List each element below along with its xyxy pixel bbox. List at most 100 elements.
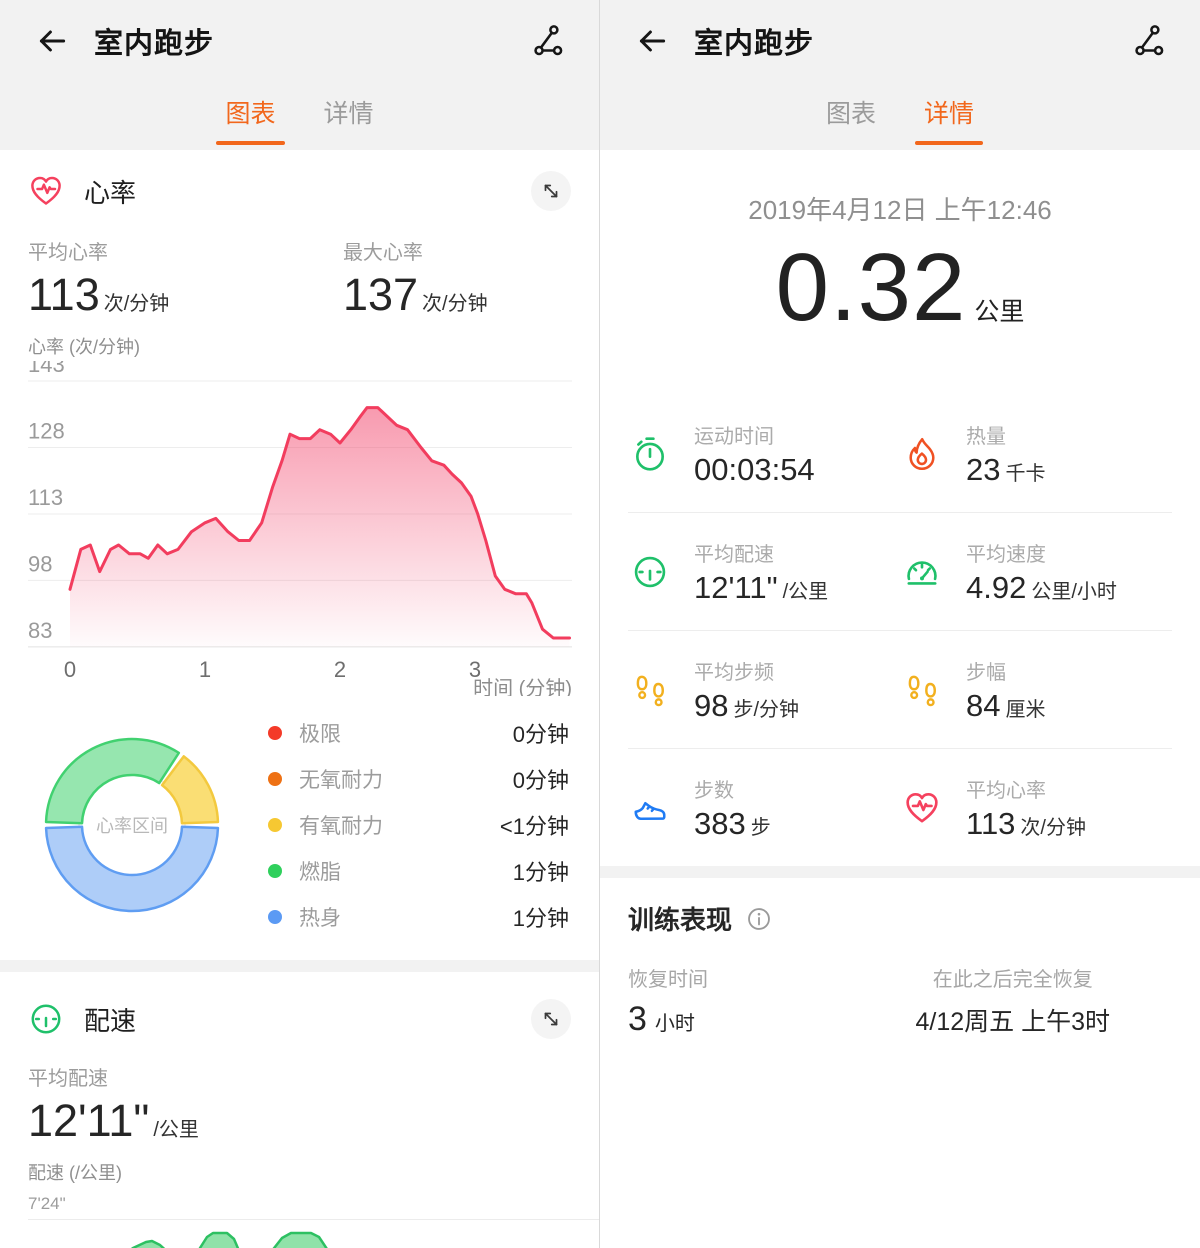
app-header: 室内跑步 图表 详情 (0, 0, 599, 150)
distance-unit: 公里 (974, 298, 1025, 326)
max-heart-rate-label: 最大心率 (342, 242, 423, 264)
expand-icon (544, 184, 558, 198)
tab-bar: 图表 详情 (34, 94, 565, 145)
stat-stride: 步幅 84 厘米 (900, 656, 1172, 724)
share-icon (534, 25, 563, 56)
avg-pace-label: 平均配速 (28, 1068, 108, 1090)
back-button[interactable] (34, 23, 70, 59)
tab-chart[interactable]: 图表 (825, 100, 876, 128)
warmup-zone-label: 热身 (299, 907, 341, 930)
tab-details[interactable]: 详情 (914, 94, 984, 145)
fatburn-zone-value: 1分钟 (512, 860, 569, 885)
flame-icon (909, 437, 935, 470)
footprints-icon (908, 675, 936, 706)
recovery-time-label: 恢复时间 (628, 969, 708, 991)
page-title: 室内跑步 (94, 28, 215, 60)
anaerobic-zone-dot (268, 772, 282, 786)
svg-text:98: 98 (28, 551, 52, 576)
max-heart-rate-unit: 次/分钟 (422, 293, 488, 315)
expand-pace-chart-button[interactable] (531, 999, 571, 1039)
aerobic-zone-value: <1分钟 (499, 814, 569, 839)
stat-duration: 运动时间 00:03:54 (628, 420, 900, 488)
stat-avg-pace: 平均配速 12'11"/公里 (628, 538, 900, 606)
legend-row-fatburn: 燃脂 1分钟 (268, 848, 569, 894)
stat-value: 113 (966, 805, 1016, 841)
svg-text:128: 128 (28, 418, 65, 443)
stat-value: 00:03:54 (694, 451, 815, 487)
heart-rate-card: 心率 平均心率 113 次/分钟 最大心率 137 次/分钟 心率 (次/分钟) (0, 150, 599, 960)
stat-unit: 厘米 (1005, 698, 1046, 721)
tab-details[interactable]: 详情 (323, 100, 374, 128)
heart-rate-card-title: 心率 (84, 177, 137, 208)
heart-rate-zones-donut: 心率区间 (44, 737, 220, 913)
stat-value: 23 (966, 451, 1001, 487)
svg-text:0: 0 (64, 657, 76, 682)
expand-heart-chart-button[interactable] (531, 171, 571, 211)
svg-text:时间 (分钟): 时间 (分钟) (473, 677, 572, 696)
stat-unit: /公里 (782, 580, 829, 603)
full-recovery-value: 4/12周五 上午3时 (915, 1008, 1110, 1036)
zones-legend: 极限 0分钟 无氧耐力 0分钟 有氧耐力 <1分钟 燃脂 1分钟 热身 1分钟 (268, 710, 569, 940)
legend-row-warmup: 热身 1分钟 (268, 894, 569, 940)
stat-label: 步幅 (966, 661, 1006, 684)
svg-text:2: 2 (334, 657, 346, 682)
fatburn-zone-dot (268, 864, 282, 878)
info-icon (748, 907, 770, 930)
stat-calories: 热量 23 千卡 (900, 420, 1172, 488)
stat-steps: 步数 383 步 (628, 774, 900, 842)
stat-label: 平均速度 (966, 543, 1046, 566)
svg-text:83: 83 (28, 618, 52, 643)
share-button[interactable] (529, 23, 565, 59)
full-recovery-stat: 在此之后完全恢复 4/12周五 上午3时 (915, 963, 1110, 1039)
fatburn-zone-label: 燃脂 (299, 861, 341, 884)
anaerobic-zone-label: 无氧耐力 (299, 769, 383, 792)
stat-label: 热量 (966, 425, 1006, 448)
stats-row-4: 步数 383 步 平均心率 113 次/分钟 (628, 748, 1172, 866)
stat-label: 平均心率 (966, 779, 1046, 802)
svg-text:3: 3 (469, 657, 481, 682)
section-divider (600, 866, 1200, 878)
workout-datetime: 2019年4月12日 上午12:46 (748, 195, 1052, 225)
tab-chart[interactable]: 图表 (216, 94, 285, 145)
recovery-time-stat: 恢复时间 3 小时 (628, 963, 708, 1039)
warmup-zone-value: 1分钟 (512, 906, 569, 931)
training-info-button[interactable] (746, 906, 772, 932)
pace-chart-y-axis-label: 配速 (/公里) (28, 1163, 122, 1183)
stat-unit: 公里/小时 (1031, 580, 1117, 603)
pace-gridline-label: 7'24" (28, 1194, 66, 1213)
share-button[interactable] (1130, 23, 1166, 59)
stat-unit: 步/分钟 (733, 698, 800, 721)
avg-pace-value: 12'11" (28, 1095, 150, 1146)
avg-heart-rate-label: 平均心率 (28, 242, 108, 264)
heart-rate-chart: 143 128 113 98 83 0 1 2 3时间 (分钟) (28, 361, 572, 696)
heart-pulse-icon (31, 176, 61, 205)
stat-label: 平均步频 (694, 661, 774, 684)
phone-screen-details-tab: 室内跑步 图表 详情 2019年4月12日 上午12:46 0.32 公里 运动… (599, 0, 1200, 1248)
avg-heart-rate-unit: 次/分钟 (103, 293, 170, 315)
legend-row-aerobic: 有氧耐力 <1分钟 (268, 802, 569, 848)
extreme-zone-dot (268, 726, 282, 740)
avg-heart-rate-value: 113 (28, 269, 100, 320)
stopwatch-icon (636, 436, 664, 471)
pace-card-title: 配速 (84, 1005, 137, 1036)
training-performance-section: 训练表现 恢复时间 3 小时 在此之后完全恢复 4/12周五 上午3时 (600, 878, 1200, 1039)
heart-pulse-icon (906, 792, 938, 823)
stats-row-1: 运动时间 00:03:54 热量 23 千卡 (628, 395, 1172, 512)
stat-unit: 次/分钟 (1020, 816, 1086, 839)
stat-value: 383 (694, 805, 746, 841)
tab-bar: 图表 详情 (634, 94, 1166, 145)
share-icon (1135, 25, 1164, 56)
back-arrow-icon (39, 30, 66, 52)
anaerobic-zone-value: 0分钟 (512, 768, 569, 793)
stat-avg-heart-rate: 平均心率 113 次/分钟 (900, 774, 1172, 842)
section-divider (0, 960, 599, 972)
pace-gauge-icon (634, 556, 666, 587)
pace-gridline (28, 1219, 599, 1220)
recovery-time-unit: 小时 (654, 1013, 695, 1035)
shoe-icon (634, 801, 666, 820)
pace-chart (130, 1231, 328, 1248)
back-arrow-icon (639, 30, 666, 52)
full-recovery-label: 在此之后完全恢复 (932, 969, 1093, 991)
back-button[interactable] (634, 23, 670, 59)
distance-value: 0.32 (775, 234, 967, 341)
